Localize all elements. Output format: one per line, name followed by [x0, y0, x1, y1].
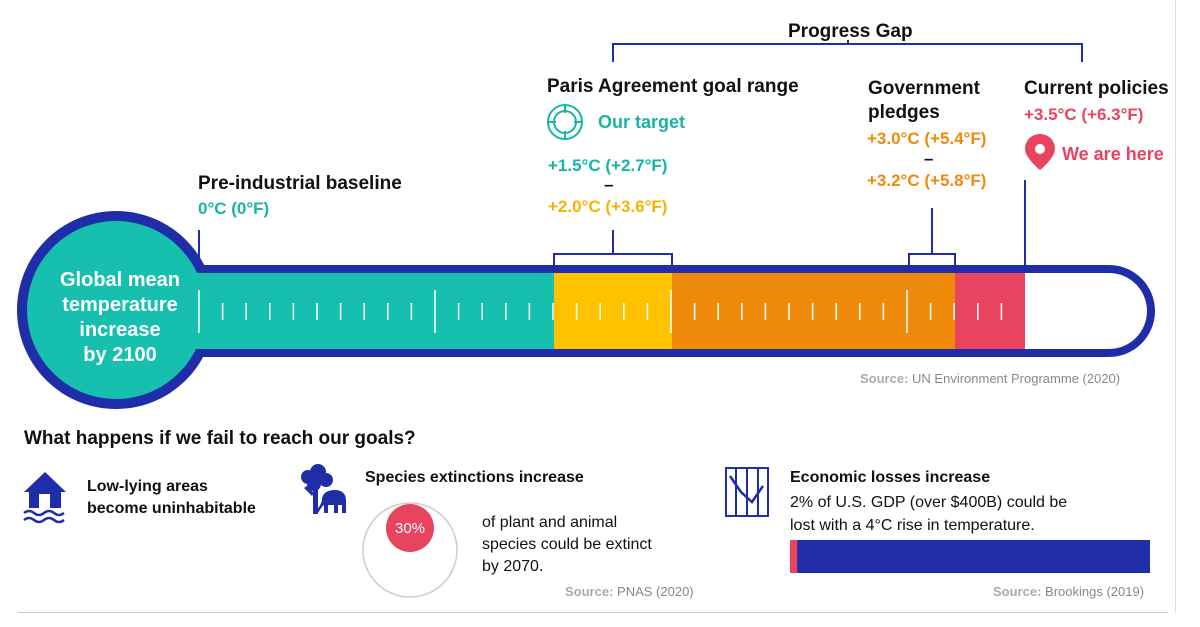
paris-range-segment — [554, 273, 672, 349]
pledges-bracket — [908, 208, 956, 272]
paris-range-dash: – — [604, 175, 614, 194]
baseline-to-paris-segment — [160, 273, 555, 349]
bottom-divider — [18, 612, 1168, 613]
species-percent-label: 30% — [395, 520, 425, 537]
paris-title: Paris Agreement goal range — [547, 76, 799, 97]
scale-source: Source: UN Environment Programme (2020) — [860, 371, 1121, 386]
low-lying-text: Low-lying areas become uninhabitable — [87, 478, 256, 517]
bulb-label: Global mean temperature increase by 2100 — [59, 269, 181, 366]
economic-title: Economic losses increase — [790, 469, 991, 486]
stock-chart-icon — [725, 467, 769, 517]
economic-text: 2% of U.S. GDP (over $400B) could be los… — [790, 494, 1068, 534]
species-source: Source: PNAS (2020) — [565, 584, 694, 599]
paris-high-value: +2.0°C (+3.6°F) — [548, 197, 668, 216]
current-title: Current policies — [1024, 78, 1169, 99]
progress-gap-bracket — [612, 40, 1083, 62]
current-policies-segment — [955, 273, 1025, 349]
consequences-heading: What happens if we fail to reach our goa… — [24, 428, 416, 449]
baseline-title: Pre-industrial baseline — [198, 173, 402, 194]
current-marker-label: We are here — [1062, 144, 1164, 164]
scale-ticks — [198, 290, 1003, 333]
species-total-circle — [362, 502, 458, 598]
paris-bracket — [553, 230, 673, 272]
pledges-title: Government pledges — [868, 78, 980, 123]
gdp-bar — [790, 540, 1150, 573]
flooded-house-icon — [23, 472, 66, 524]
paris-low-value: +1.5°C (+2.7°F) — [548, 156, 668, 175]
species-text: of plant and animal species could be ext… — [482, 514, 652, 575]
current-value: +3.5°C (+6.3°F) — [1024, 105, 1144, 124]
paris-target-label: Our target — [598, 112, 686, 132]
pledges-low-value: +3.0°C (+5.4°F) — [867, 129, 987, 148]
tree-elephant-icon — [301, 464, 346, 514]
species-title: Species extinctions increase — [365, 469, 584, 486]
location-pin-icon — [1025, 134, 1055, 170]
baseline-value: 0°C (0°F) — [198, 199, 270, 218]
economic-source: Source: Brookings (2019) — [993, 584, 1145, 599]
pledges-range-dash: – — [924, 149, 934, 168]
pledges-high-value: +3.2°C (+5.8°F) — [867, 171, 987, 190]
right-divider — [1175, 0, 1176, 612]
progress-gap-label: Progress Gap — [788, 21, 913, 42]
species-percent-circle — [386, 504, 434, 552]
crosshair-target-icon — [547, 104, 583, 140]
gdp-loss-bar — [790, 540, 798, 573]
pledges-segment — [672, 273, 956, 349]
thermometer-bulb — [27, 221, 205, 399]
